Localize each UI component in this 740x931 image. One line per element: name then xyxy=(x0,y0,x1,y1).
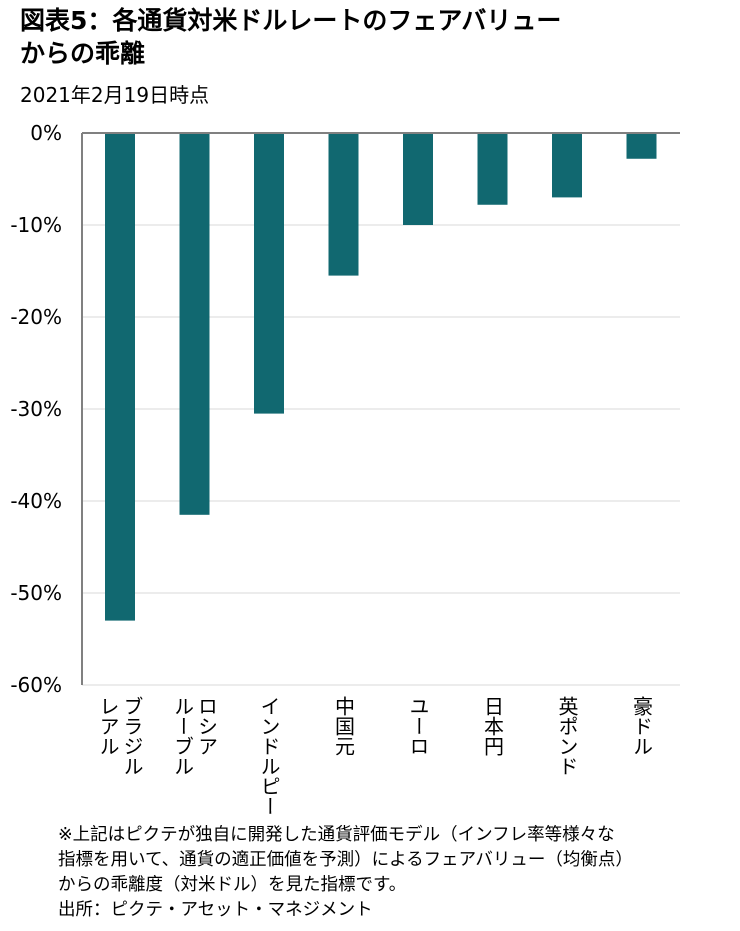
bar xyxy=(254,133,284,414)
chart-title: 図表5：各通貨対米ドルレートのフェアバリュー からの乖離 xyxy=(20,4,720,70)
x-category-label-line: ルーブル xyxy=(170,696,195,776)
x-category-label: ブラジル レアル xyxy=(96,696,144,776)
y-tick-label: 0% xyxy=(30,121,62,145)
bar xyxy=(179,133,210,515)
y-tick-label: -40% xyxy=(10,489,62,513)
x-category-label: 豪ドル xyxy=(630,696,654,756)
x-category-label-line: レアル xyxy=(96,696,120,756)
x-category-label-line: ユーロ xyxy=(406,696,430,756)
y-axis-tick-labels: 0% -10% -20% -30% -40% -50% -60% xyxy=(10,121,62,697)
x-category-label: 中国元 xyxy=(332,696,356,756)
chart-subtitle: 2021年2月19日時点 xyxy=(20,83,210,107)
footnote-line-2: 指標を用いて、通貨の適正価値を予測）によるフェアバリュー（均衡点） xyxy=(58,850,633,870)
footnote-line-3: からの乖離度（対米ドル）を見た指標です。 xyxy=(58,875,407,895)
footnote-source: 出所：ピクテ・アセット・マネジメント xyxy=(58,900,373,920)
x-category-label: 日本円 xyxy=(481,696,505,756)
x-category-label-line: 日本円 xyxy=(480,696,505,756)
chart-title-line-1: 図表5：各通貨対米ドルレートのフェアバリュー xyxy=(20,6,562,35)
y-tick-label: -50% xyxy=(10,581,62,605)
x-category-label: 英ポンド xyxy=(555,696,579,776)
y-tick-label: -30% xyxy=(10,397,62,421)
gridlines xyxy=(82,224,680,686)
y-tick-label: -20% xyxy=(10,305,62,329)
x-category-label: インドルピー xyxy=(257,696,281,816)
x-category-label-line: ロシア xyxy=(194,696,219,756)
x-category-label-line: 中国元 xyxy=(331,696,356,756)
x-category-label: ユーロ xyxy=(406,696,430,756)
footnote-line-1: ※上記はピクテが独自に開発した通貨評価モデル（インフレ率等様々な xyxy=(58,825,615,845)
x-category-label-line: インドルピー xyxy=(257,696,281,816)
bars xyxy=(105,133,657,621)
x-category-label: ロシア ルーブル xyxy=(171,696,219,776)
bar xyxy=(328,133,359,276)
footnote: ※上記はピクテが独自に開発した通貨評価モデル（インフレ率等様々な 指標を用いて、… xyxy=(58,823,734,923)
x-category-label-line: ブラジル xyxy=(120,696,144,776)
axes xyxy=(81,132,680,685)
bar xyxy=(403,133,433,225)
chart-title-line-2: からの乖離 xyxy=(20,39,146,68)
bar xyxy=(552,133,582,198)
y-tick-label: -60% xyxy=(10,673,62,697)
x-category-label-line: 英ポンド xyxy=(555,696,579,776)
bar xyxy=(105,133,135,621)
bar xyxy=(477,133,508,205)
x-category-label-line: 豪ドル xyxy=(629,696,654,756)
bar xyxy=(626,133,657,159)
y-tick-label: -10% xyxy=(10,213,62,237)
